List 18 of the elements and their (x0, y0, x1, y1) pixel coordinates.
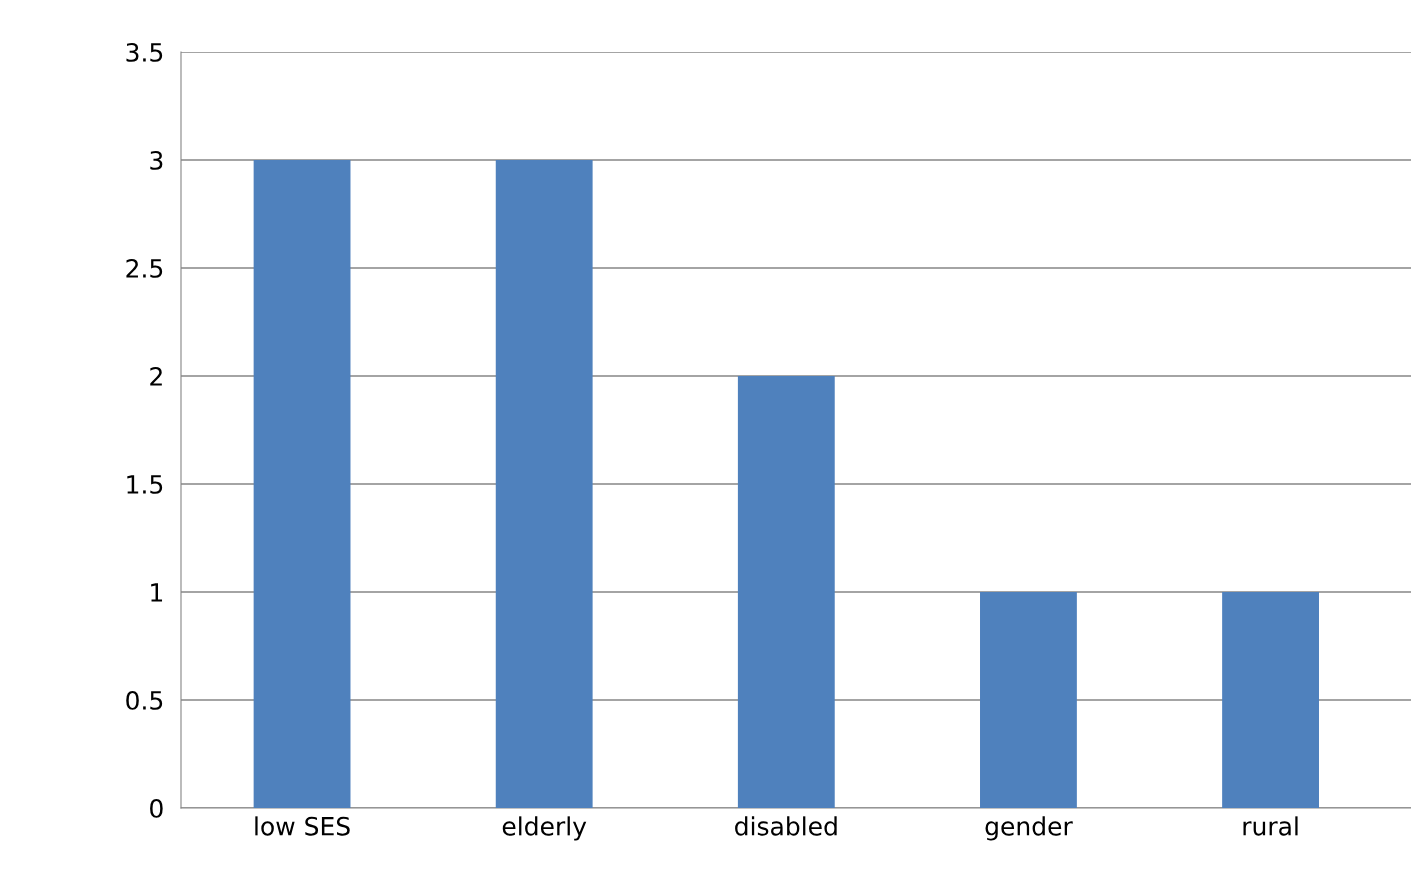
y-tick-label: 0 (150, 798, 163, 818)
x-tick-label: rural (1243, 816, 1298, 836)
bar (737, 376, 835, 808)
bar (495, 160, 593, 808)
y-tick-label: 3 (150, 150, 163, 170)
x-tick-label: elderly (502, 816, 587, 841)
bar (1222, 592, 1319, 808)
y-tick-label: 0.5 (126, 690, 163, 710)
y-tick-label: 3.5 (126, 42, 163, 62)
x-tick-label: gender (985, 816, 1073, 841)
y-tick-label: 2.5 (126, 258, 163, 278)
y-tick-label: 1.5 (127, 475, 163, 494)
bar (980, 592, 1077, 808)
bar (253, 160, 351, 808)
y-tick-label: 2 (150, 366, 162, 386)
x-tick-label: low SES (255, 816, 350, 836)
y-tick-label: 1 (151, 583, 163, 602)
x-tick-label: disabled (735, 816, 837, 836)
